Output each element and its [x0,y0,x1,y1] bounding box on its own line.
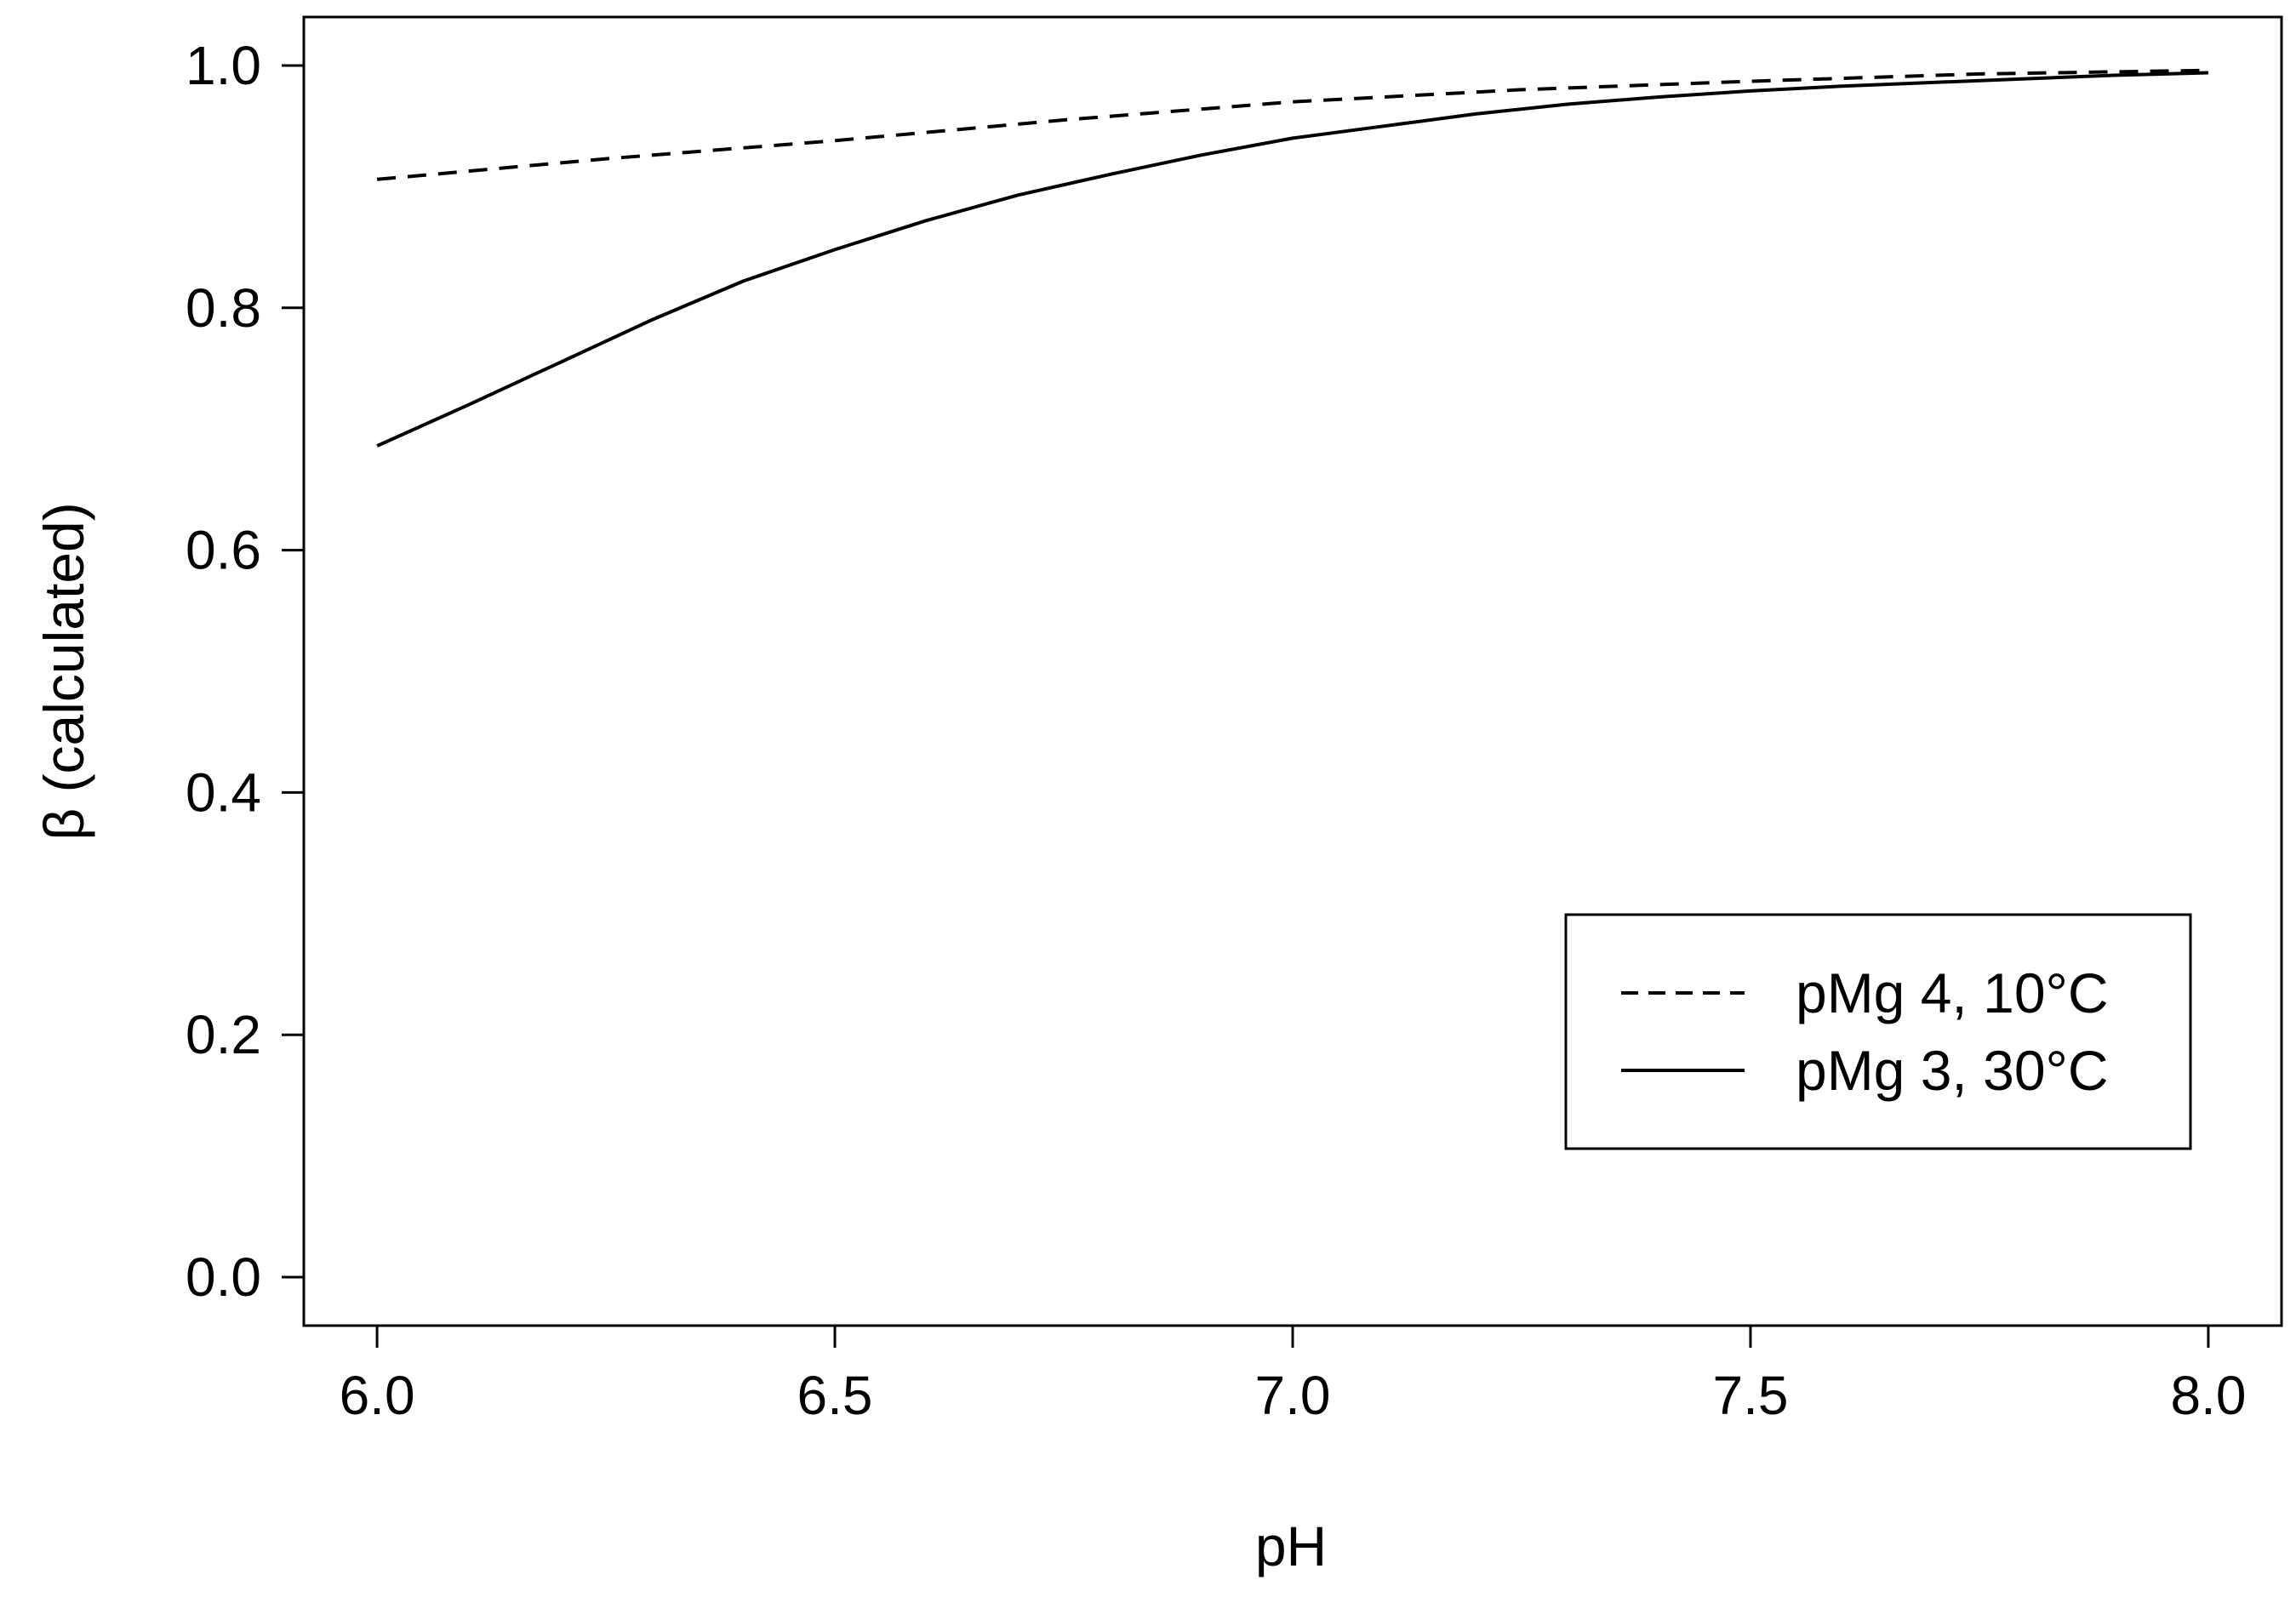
y-axis: 0.0 0.2 0.4 0.6 0.8 1.0 [186,35,304,1308]
legend-label-series-1: pMg 4, 10°C [1796,961,2109,1024]
y-tick-label: 0.8 [186,277,261,339]
x-tick-label: 6.0 [340,1365,415,1426]
legend-box [1564,913,2192,1150]
series-layer [376,68,2208,448]
legend-label-series-2: pMg 3, 30°C [1796,1039,2109,1102]
y-tick-label: 0.6 [186,520,261,581]
series-line-2 [376,71,2208,448]
x-tick-label: 8.0 [2170,1365,2246,1426]
legend: pMg 4, 10°C pMg 3, 30°C [1564,913,2192,1150]
x-axis-title: pH [1255,1515,1327,1577]
y-tick-label: 0.0 [186,1246,261,1308]
x-tick-label: 7.5 [1712,1365,1788,1426]
series-line-1 [376,68,2208,181]
y-tick-label: 0.4 [186,762,261,823]
x-tick-label: 6.5 [797,1365,873,1426]
y-axis-title: β (calculated) [32,502,95,840]
x-axis: 6.0 6.5 7.0 7.5 8.0 [340,1326,2246,1426]
x-tick-label: 7.0 [1255,1365,1331,1426]
y-tick-label: 1.0 [186,35,261,96]
y-tick-label: 0.2 [186,1004,261,1065]
